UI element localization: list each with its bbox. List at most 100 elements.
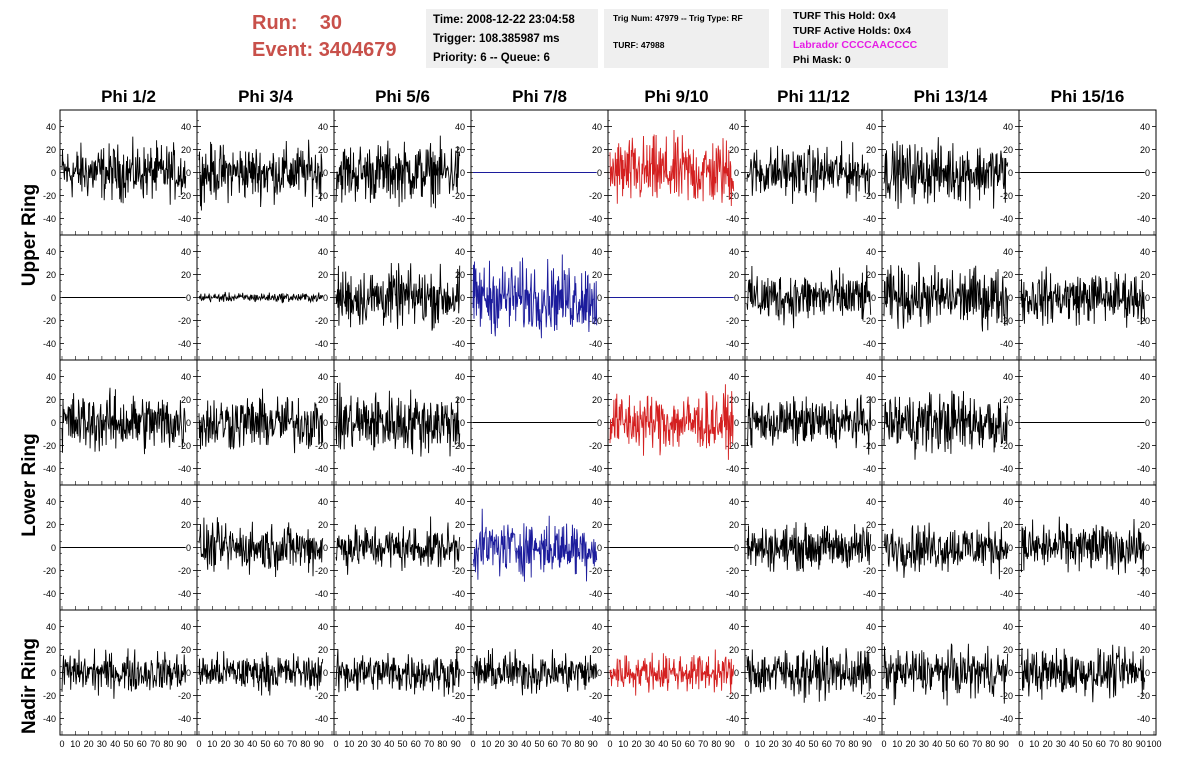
y-tick-label: 40 [729, 247, 739, 257]
y-tick-label: -20 [1137, 441, 1150, 451]
waveform-trace [198, 517, 324, 578]
y-tick-label: 40 [1140, 497, 1150, 507]
x-tick-label: 10 [755, 739, 765, 749]
x-tick-label: 0 [470, 739, 475, 749]
run-value: 30 [319, 12, 343, 34]
y-tick-label: 20 [866, 145, 876, 155]
x-tick-label: 60 [411, 739, 421, 749]
phi-mask-text: Phi Mask: 0 [793, 53, 851, 66]
y-tick-label: 0 [323, 418, 328, 428]
waveform-trace [198, 139, 324, 211]
waveform-trace [472, 508, 598, 582]
y-tick-label: 20 [455, 395, 465, 405]
waveform-trace [746, 391, 872, 455]
x-tick-label: 90 [588, 739, 598, 749]
y-tick-label: -20 [589, 191, 602, 201]
x-tick-label: 50 [945, 739, 955, 749]
waveform-trace [746, 645, 872, 703]
x-tick-label: 80 [1122, 739, 1132, 749]
y-tick-label: 20 [1003, 145, 1013, 155]
x-tick-label: 40 [932, 739, 942, 749]
y-tick-label: 0 [1008, 668, 1013, 678]
x-tick-label: 40 [384, 739, 394, 749]
y-tick-label: 20 [1140, 145, 1150, 155]
x-tick-label: 90 [725, 739, 735, 749]
y-tick-label: 0 [871, 168, 876, 178]
x-tick-label: 20 [358, 739, 368, 749]
y-tick-label: 40 [181, 372, 191, 382]
y-tick-label: -40 [315, 464, 328, 474]
y-tick-label: -20 [589, 316, 602, 326]
waveform-trace [335, 516, 461, 575]
y-tick-label: -40 [1000, 464, 1013, 474]
y-tick-label-left: 20 [46, 270, 56, 280]
y-tick-label: 0 [734, 543, 739, 553]
x-tick-label: 60 [685, 739, 695, 749]
waveform-trace [609, 649, 735, 696]
y-tick-label: 20 [318, 520, 328, 530]
y-tick-label: 40 [181, 497, 191, 507]
y-tick-label: 40 [729, 497, 739, 507]
x-tick-label: 50 [397, 739, 407, 749]
x-tick-label: 60 [548, 739, 558, 749]
y-tick-label: -20 [589, 441, 602, 451]
x-tick-label: 70 [561, 739, 571, 749]
y-tick-label: -40 [315, 714, 328, 724]
y-tick-label-left: 40 [46, 372, 56, 382]
y-tick-label: 0 [734, 168, 739, 178]
x-tick-label: 0 [196, 739, 201, 749]
y-tick-label: -40 [726, 214, 739, 224]
y-tick-label: -40 [452, 714, 465, 724]
y-tick-label-left: -40 [43, 339, 56, 349]
y-tick-label: 0 [460, 418, 465, 428]
y-tick-label: -20 [1000, 566, 1013, 576]
waveform-trace [1020, 516, 1146, 577]
y-tick-label: -40 [1000, 714, 1013, 724]
y-tick-label: -40 [178, 464, 191, 474]
y-tick-label: 20 [181, 645, 191, 655]
y-tick-label: -40 [726, 589, 739, 599]
y-tick-label: 20 [181, 395, 191, 405]
y-tick-label: 40 [181, 247, 191, 257]
x-tick-label: 30 [1056, 739, 1066, 749]
x-tick-label: 80 [574, 739, 584, 749]
y-tick-label: 0 [734, 668, 739, 678]
y-tick-label-left: 0 [51, 293, 56, 303]
y-tick-label: 40 [592, 122, 602, 132]
column-header-phi-5-6: Phi 5/6 [375, 87, 430, 106]
y-tick-label: 0 [1145, 543, 1150, 553]
x-tick-label: 60 [959, 739, 969, 749]
y-tick-label-left: 0 [51, 543, 56, 553]
waveform-trace [883, 262, 1009, 332]
column-header-phi-1-2: Phi 1/2 [101, 87, 156, 106]
x-tick-label: 30 [371, 739, 381, 749]
y-tick-label: 0 [186, 293, 191, 303]
trig-num-text: Trig Num: 47979 -- Trig Type: RF [613, 13, 743, 23]
y-tick-label: 20 [455, 145, 465, 155]
y-tick-label-left: 0 [51, 668, 56, 678]
waveform-trace [61, 648, 187, 699]
y-tick-label: -40 [589, 214, 602, 224]
y-tick-label: 40 [318, 247, 328, 257]
y-tick-label-left: 0 [51, 168, 56, 178]
x-tick-label: 0 [59, 739, 64, 749]
y-tick-label: 20 [592, 395, 602, 405]
y-tick-label: 40 [1003, 247, 1013, 257]
y-tick-label: -40 [863, 589, 876, 599]
y-tick-label: 40 [181, 622, 191, 632]
x-tick-label: 70 [150, 739, 160, 749]
x-tick-label: 20 [1043, 739, 1053, 749]
x-tick-label: 60 [822, 739, 832, 749]
y-tick-label: 0 [460, 293, 465, 303]
y-tick-label: 0 [1145, 168, 1150, 178]
y-tick-label: -40 [315, 589, 328, 599]
x-tick-label: 80 [848, 739, 858, 749]
y-tick-label: 0 [871, 418, 876, 428]
y-tick-label: 20 [1003, 395, 1013, 405]
y-tick-label: 20 [866, 270, 876, 280]
y-tick-label: -40 [726, 339, 739, 349]
y-tick-label: -20 [1137, 191, 1150, 201]
y-tick-label: 20 [1003, 645, 1013, 655]
y-tick-label: 20 [1140, 270, 1150, 280]
trigger-info-box: Trig Num: 47979 -- Trig Type: RF TURF: 4… [604, 9, 769, 68]
